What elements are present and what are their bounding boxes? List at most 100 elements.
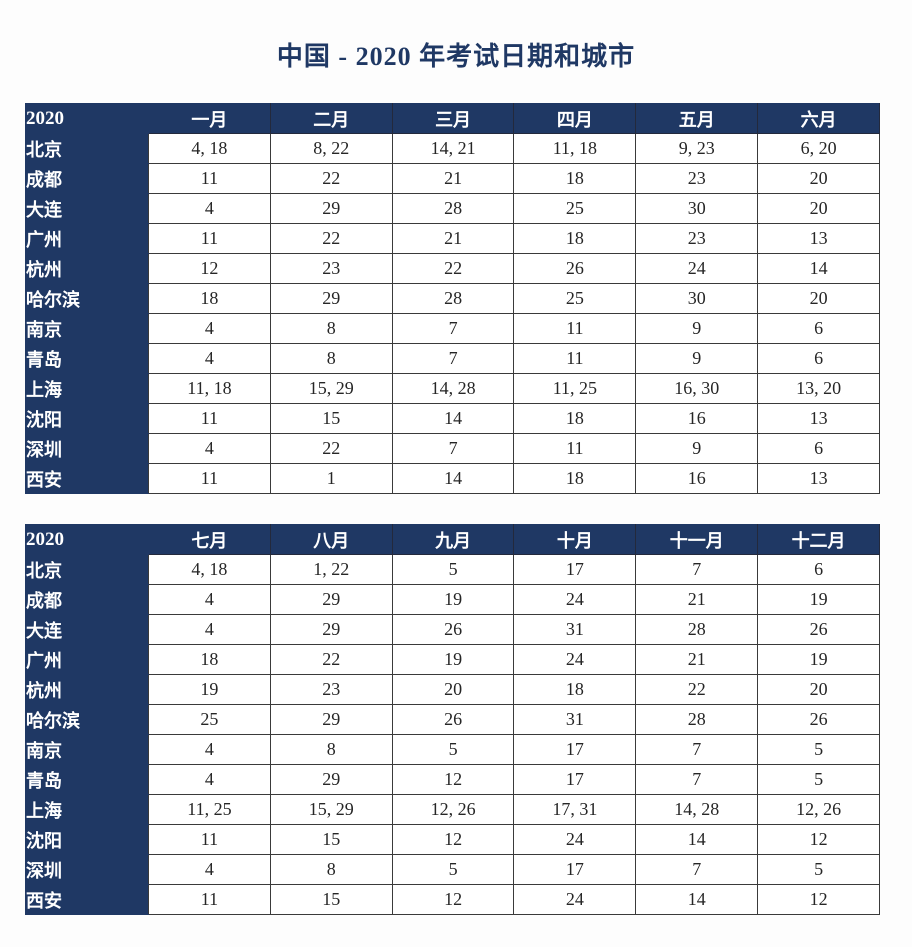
exam-table-jul-dec: 2020 七月 八月 九月 十月 十一月 十二月 北京 4, 18 1, 22 5 17 7 6 成都 4 29… — [25, 524, 880, 915]
city-label: 哈尔滨 — [25, 283, 149, 314]
date-cell: 4, 18 — [148, 133, 271, 164]
month-header: 十一月 — [635, 524, 759, 555]
date-cell: 4 — [148, 584, 271, 615]
table-row: 成都 4 29 19 24 21 19 — [25, 584, 880, 615]
date-cell: 16, 30 — [635, 373, 759, 404]
date-cell: 18 — [513, 403, 637, 434]
city-label: 成都 — [25, 584, 149, 615]
date-cell: 15, 29 — [269, 794, 393, 825]
date-cell: 22 — [269, 163, 393, 194]
city-label: 深圳 — [25, 854, 149, 885]
date-cell: 18 — [513, 223, 637, 254]
date-cell: 5 — [391, 734, 515, 765]
date-cell: 23 — [635, 223, 759, 254]
city-label: 广州 — [25, 644, 149, 675]
date-cell: 17 — [513, 734, 637, 765]
date-cell: 19 — [757, 644, 880, 675]
date-cell: 14 — [635, 824, 759, 855]
date-cell: 6 — [757, 433, 880, 464]
date-cell: 28 — [635, 704, 759, 735]
month-header: 六月 — [757, 103, 880, 134]
date-cell: 28 — [391, 193, 515, 224]
date-cell: 9 — [635, 343, 759, 374]
date-cell: 12 — [391, 764, 515, 795]
date-cell: 13 — [757, 403, 880, 434]
date-cell: 11, 18 — [513, 133, 637, 164]
page-title: 中国 - 2020 年考试日期和城市 — [276, 42, 636, 71]
date-cell: 21 — [635, 584, 759, 615]
date-cell: 29 — [269, 614, 393, 645]
date-cell: 20 — [757, 674, 880, 705]
date-cell: 18 — [148, 644, 271, 675]
table-row: 上海 11, 25 15, 29 12, 26 17, 31 14, 28 12, 26 — [25, 794, 880, 825]
date-cell: 5 — [757, 764, 880, 795]
date-cell: 20 — [757, 283, 880, 314]
table-row: 广州 11 22 21 18 23 13 — [25, 223, 880, 254]
date-cell: 12, 26 — [391, 794, 515, 825]
date-cell: 4 — [148, 734, 271, 765]
city-label: 大连 — [25, 193, 149, 224]
date-cell: 21 — [391, 223, 515, 254]
date-cell: 12 — [391, 884, 515, 915]
city-label: 上海 — [25, 373, 149, 404]
date-cell: 6 — [757, 343, 880, 374]
city-label: 成都 — [25, 163, 149, 194]
date-cell: 23 — [269, 253, 393, 284]
date-cell: 24 — [635, 253, 759, 284]
date-cell: 23 — [635, 163, 759, 194]
city-label: 大连 — [25, 614, 149, 645]
date-cell: 7 — [391, 313, 515, 344]
date-cell: 26 — [391, 614, 515, 645]
date-cell: 11 — [148, 223, 271, 254]
date-cell: 9, 23 — [635, 133, 759, 164]
header-row: 2020 一月 二月 三月 四月 五月 六月 — [25, 103, 880, 134]
date-cell: 26 — [513, 253, 637, 284]
date-cell: 26 — [757, 614, 880, 645]
date-cell: 5 — [757, 854, 880, 885]
date-cell: 31 — [513, 704, 637, 735]
date-cell: 9 — [635, 433, 759, 464]
date-cell: 21 — [635, 644, 759, 675]
table-row: 深圳 4 22 7 11 9 6 — [25, 433, 880, 464]
table-row: 沈阳 11 15 14 18 16 13 — [25, 403, 880, 434]
date-cell: 1 — [269, 463, 393, 494]
date-cell: 21 — [391, 163, 515, 194]
table-row: 北京 4, 18 8, 22 14, 21 11, 18 9, 23 6, 20 — [25, 133, 880, 164]
date-cell: 12 — [757, 884, 880, 915]
month-header: 七月 — [148, 524, 271, 555]
date-cell: 13 — [757, 463, 880, 494]
date-cell: 18 — [513, 163, 637, 194]
date-cell: 8 — [269, 343, 393, 374]
date-cell: 17 — [513, 554, 637, 585]
year-label: 2020 — [25, 524, 149, 555]
date-cell: 6 — [757, 313, 880, 344]
month-header: 九月 — [391, 524, 515, 555]
date-cell: 7 — [635, 854, 759, 885]
table-row: 广州 18 22 19 24 21 19 — [25, 644, 880, 675]
date-cell: 8 — [269, 854, 393, 885]
date-cell: 18 — [513, 674, 637, 705]
table-row: 哈尔滨 18 29 28 25 30 20 — [25, 283, 880, 314]
city-label: 西安 — [25, 463, 149, 494]
date-cell: 15 — [269, 824, 393, 855]
month-header: 五月 — [635, 103, 759, 134]
month-header: 三月 — [391, 103, 515, 134]
month-header: 八月 — [269, 524, 393, 555]
table-row: 南京 4 8 7 11 9 6 — [25, 313, 880, 344]
date-cell: 8, 22 — [269, 133, 393, 164]
date-cell: 14 — [391, 463, 515, 494]
month-header: 十二月 — [757, 524, 880, 555]
date-cell: 17, 31 — [513, 794, 637, 825]
date-cell: 11 — [148, 463, 271, 494]
date-cell: 29 — [269, 704, 393, 735]
month-header: 二月 — [269, 103, 393, 134]
date-cell: 22 — [269, 433, 393, 464]
date-cell: 11 — [513, 433, 637, 464]
date-cell: 7 — [391, 433, 515, 464]
date-cell: 29 — [269, 764, 393, 795]
table-row: 西安 11 1 14 18 16 13 — [25, 463, 880, 494]
date-cell: 25 — [513, 193, 637, 224]
date-cell: 28 — [391, 283, 515, 314]
date-cell: 11 — [513, 313, 637, 344]
